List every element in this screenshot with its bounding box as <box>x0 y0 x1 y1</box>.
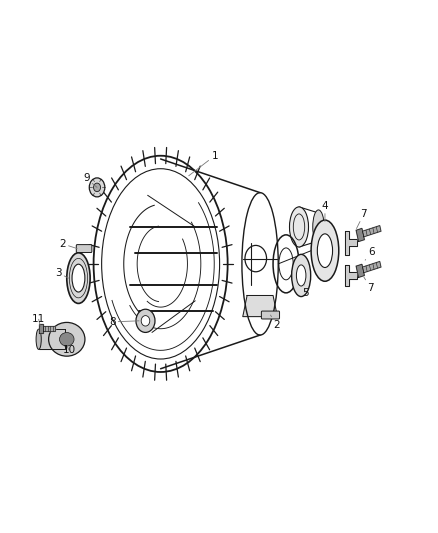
Circle shape <box>141 316 150 326</box>
Text: 3: 3 <box>55 268 68 278</box>
Text: 9: 9 <box>83 173 97 188</box>
Ellipse shape <box>318 234 332 268</box>
Text: 5: 5 <box>302 285 309 298</box>
Polygon shape <box>363 262 381 273</box>
Circle shape <box>136 309 155 333</box>
Ellipse shape <box>60 333 74 346</box>
Polygon shape <box>363 225 381 237</box>
Ellipse shape <box>313 210 324 244</box>
Polygon shape <box>345 231 357 255</box>
Text: 7: 7 <box>357 209 367 229</box>
Text: 10: 10 <box>62 345 75 355</box>
Ellipse shape <box>36 329 41 350</box>
Text: 1: 1 <box>189 151 218 176</box>
Text: 7: 7 <box>364 277 374 293</box>
Ellipse shape <box>297 265 306 286</box>
Polygon shape <box>243 295 277 317</box>
Text: 2: 2 <box>59 239 77 249</box>
Text: 8: 8 <box>109 317 139 327</box>
Polygon shape <box>356 229 364 241</box>
Circle shape <box>89 178 105 197</box>
Ellipse shape <box>311 220 339 281</box>
Circle shape <box>94 183 101 192</box>
Text: 4: 4 <box>321 201 328 222</box>
Polygon shape <box>345 265 357 286</box>
Ellipse shape <box>292 254 311 296</box>
Ellipse shape <box>49 322 85 356</box>
Polygon shape <box>356 264 364 277</box>
Polygon shape <box>39 324 43 334</box>
FancyBboxPatch shape <box>261 311 279 319</box>
Text: 2: 2 <box>270 315 280 329</box>
Text: 11: 11 <box>32 314 45 327</box>
Polygon shape <box>43 326 55 331</box>
Text: 6: 6 <box>365 247 374 260</box>
Ellipse shape <box>67 253 90 303</box>
Ellipse shape <box>72 264 85 292</box>
FancyBboxPatch shape <box>76 245 92 253</box>
Ellipse shape <box>290 207 308 247</box>
Polygon shape <box>39 329 65 350</box>
